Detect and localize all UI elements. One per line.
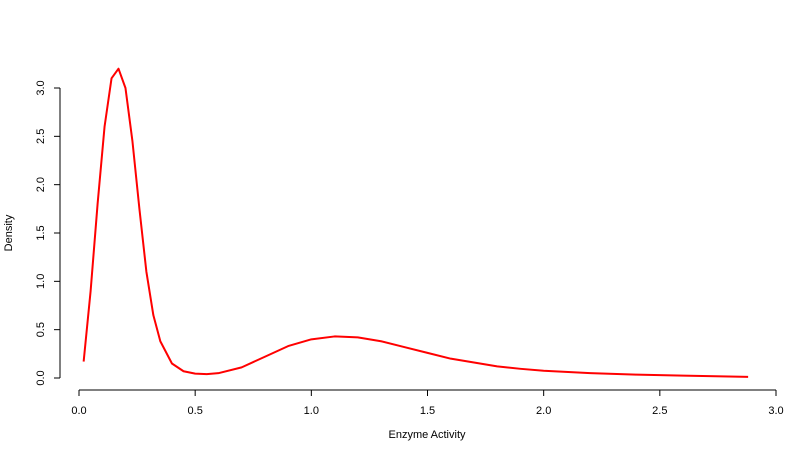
x-tick-label: 1.5: [420, 405, 435, 417]
y-tick-label: 0.0: [35, 370, 47, 385]
y-tick-label: 3.0: [35, 80, 47, 95]
y-tick-label: 2.0: [35, 177, 47, 192]
x-tick-label: 1.0: [304, 405, 319, 417]
y-tick-label: 1.0: [35, 274, 47, 289]
x-tick-label: 3.0: [768, 405, 783, 417]
x-tick-label: 0.5: [188, 405, 203, 417]
y-axis-label: Density: [3, 214, 15, 251]
x-tick-label: 0.0: [71, 405, 86, 417]
x-tick-label: 2.5: [652, 405, 667, 417]
density-line: [82, 67, 749, 378]
x-tick-label: 2.0: [536, 405, 551, 417]
y-tick-label: 1.5: [35, 225, 47, 240]
x-axis-label: Enzyme Activity: [388, 429, 466, 441]
y-tick-label: 0.5: [35, 322, 47, 337]
y-tick-label: 2.5: [35, 129, 47, 144]
